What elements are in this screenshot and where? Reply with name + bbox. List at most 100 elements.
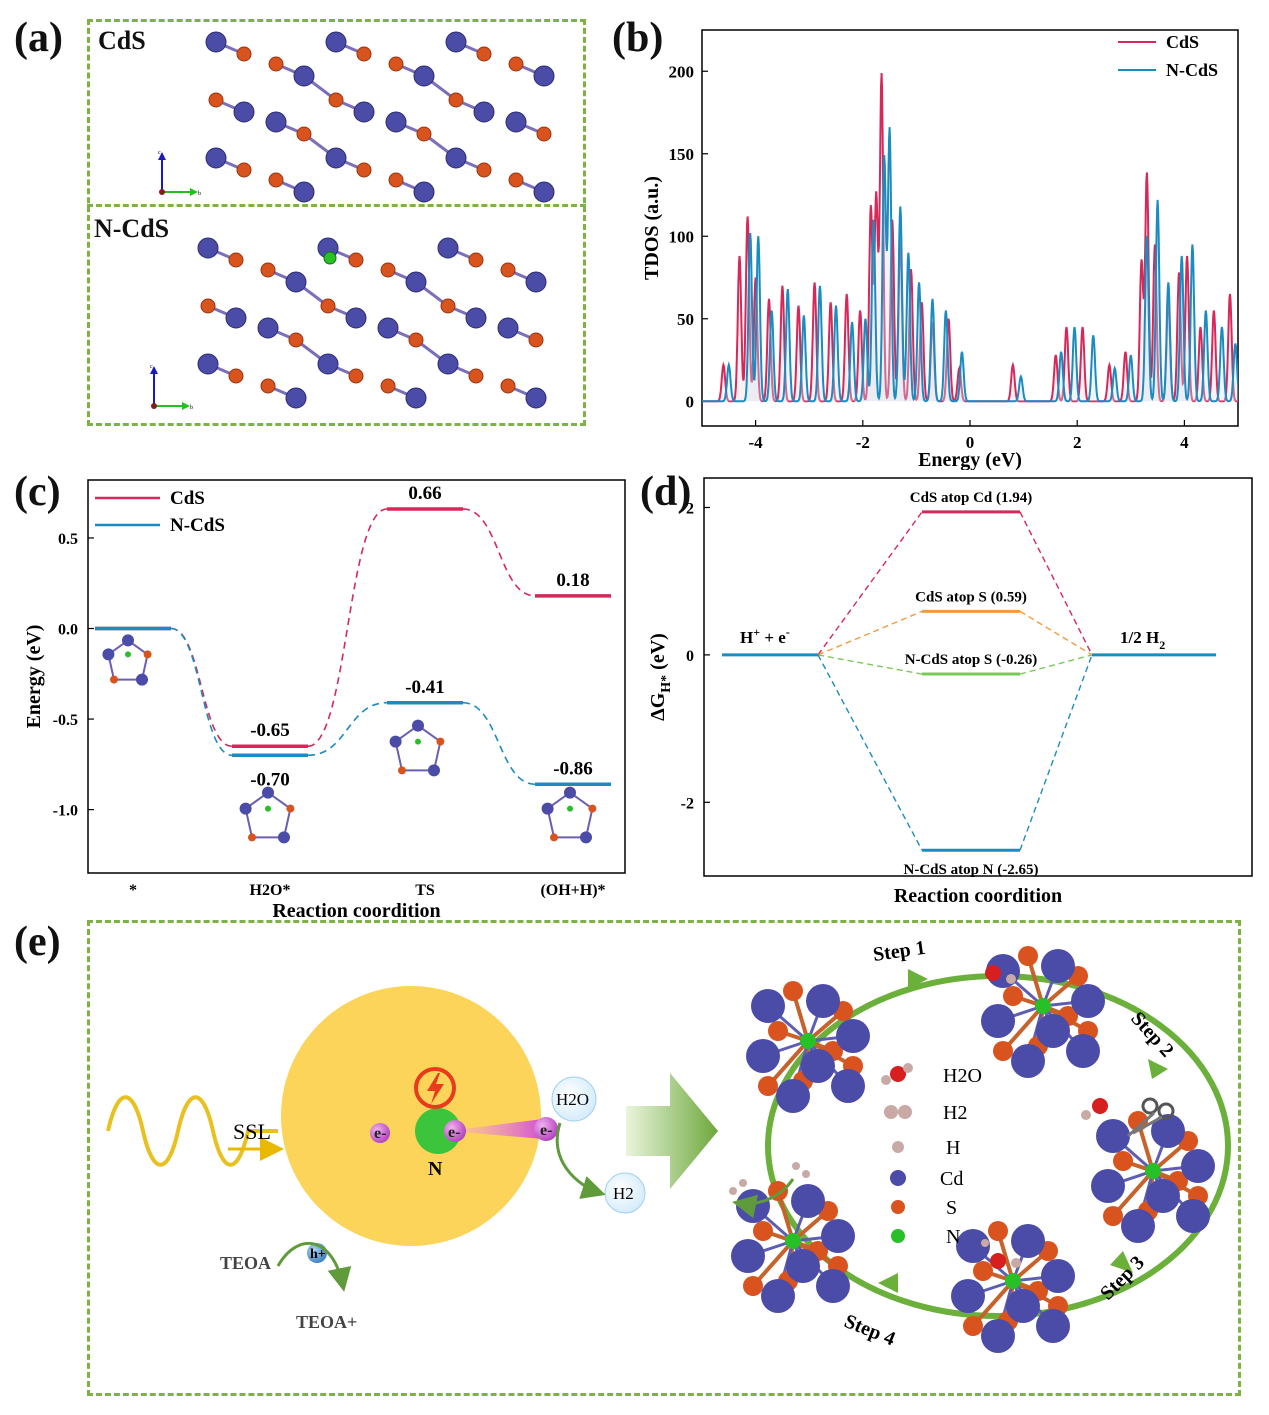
transition-arrow <box>626 1073 718 1189</box>
bond <box>751 1239 795 1288</box>
cd-atom <box>1036 1309 1070 1343</box>
s-atom <box>500 378 516 394</box>
scissors-icon <box>1127 1097 1175 1138</box>
cd-atom <box>262 786 274 799</box>
axis-b-label: b <box>198 191 201 197</box>
legend-label-CdS: CdS <box>1166 32 1199 52</box>
s-atom <box>208 92 224 108</box>
cd-atom <box>197 237 219 259</box>
cd-atom <box>353 101 375 123</box>
cd-atom <box>293 181 315 203</box>
bond <box>971 1279 1015 1328</box>
oxygen-atom <box>985 965 1001 981</box>
y-tick-label: 0.5 <box>58 531 78 548</box>
cd-atom <box>1011 1224 1045 1258</box>
y-tick-label: 0.0 <box>58 622 78 639</box>
s-atom <box>248 833 256 842</box>
dashed-connector <box>817 610 923 656</box>
connector-N-CdS <box>170 627 233 757</box>
x-category-label: TS <box>415 882 435 899</box>
legend-h2-label: H2 <box>943 1102 967 1124</box>
s-atom <box>1003 986 1023 1006</box>
s-atom <box>476 46 492 62</box>
teoa-plus-label: TEOA+ <box>296 1312 357 1332</box>
cd-atom <box>437 237 459 259</box>
s-atom <box>436 737 445 746</box>
cd-atom <box>1071 984 1105 1018</box>
axis-c-label: c <box>158 150 161 156</box>
s-atom <box>753 1221 773 1241</box>
panel-b-letter: (b) <box>612 15 664 61</box>
h-atom <box>981 1239 989 1247</box>
y-tick-label: -2 <box>681 795 694 812</box>
cd-atom <box>761 1279 795 1313</box>
s-atom <box>536 126 552 142</box>
value-label-N-CdS: -0.70 <box>250 769 290 790</box>
s-atom <box>408 332 424 348</box>
y-tick-label: -0.5 <box>53 712 78 729</box>
h2o-bubble <box>551 1076 597 1122</box>
cd-atom <box>1041 949 1075 983</box>
legend-h-label: H <box>946 1137 960 1159</box>
tdos-chart: -4 -2 0 2 4 0 50 100 150 200 Energy (eV) TDOS (a.u.… <box>641 29 1239 470</box>
tdos-series <box>702 73 1238 403</box>
legend-label-CdS: CdS <box>170 488 205 509</box>
s-atom <box>260 262 276 278</box>
connector-CdS <box>170 627 233 748</box>
s-atom <box>468 368 484 384</box>
mini-cluster <box>541 786 597 844</box>
legend-label-N-CdS: N-CdS <box>170 515 225 536</box>
mechanism-scheme: SSL e- e- e- N h+ TEOA TEOA+ H2O H2 Step… <box>106 937 1231 1353</box>
bond <box>1111 1169 1155 1218</box>
s-atom <box>1018 946 1038 966</box>
dashed-connector <box>817 654 923 851</box>
oxygen-atom <box>1092 1098 1108 1114</box>
s-atom <box>356 46 372 62</box>
x-category-label: * <box>129 882 137 899</box>
cd-atom <box>413 181 435 203</box>
panel-a-frame <box>87 19 586 426</box>
cds-particle <box>281 986 541 1246</box>
h-atom <box>1081 1110 1091 1120</box>
electron-ball-center <box>444 1120 466 1142</box>
x-category-label: (OH+H)* <box>540 882 605 899</box>
gibbs-energy-chart: 2 0 -2 ΔGH* (eV) Reaction coordition H+ + e- 1… <box>647 477 1253 907</box>
cd-atom <box>746 1039 780 1073</box>
dashed-connector <box>1019 654 1093 675</box>
cd-atom <box>1151 1114 1185 1148</box>
connector-CdS <box>462 508 536 597</box>
n-atom <box>265 805 271 812</box>
s-atom <box>236 162 252 178</box>
cycle-arrowhead-2 <box>1148 1059 1168 1079</box>
axis-indicator-bottom <box>150 366 190 410</box>
y-tick-label: 200 <box>669 62 695 81</box>
dashed-connector <box>1019 511 1093 656</box>
n-atom <box>415 738 421 745</box>
cd-atom <box>239 802 252 815</box>
series-fill-N-CdS <box>702 127 1238 402</box>
cd-atom <box>102 648 115 661</box>
h2-bubble-label: H2 <box>613 1184 634 1203</box>
electron-beam <box>448 1119 543 1139</box>
s-atom <box>268 172 284 188</box>
cd-atom <box>377 317 399 339</box>
cluster <box>951 1221 1075 1353</box>
s-atom <box>448 92 464 108</box>
cd-atom <box>736 1189 770 1223</box>
cd-atom <box>801 1049 835 1083</box>
hole-label: h+ <box>310 1247 326 1262</box>
cd-atom <box>525 271 547 293</box>
n-atom <box>125 651 131 658</box>
axis-indicator-top <box>158 152 198 196</box>
mini-cluster <box>239 786 295 844</box>
light-wave <box>106 1095 278 1167</box>
s-atom <box>528 332 544 348</box>
cd-atom <box>541 802 554 815</box>
cycle-arrowhead-1 <box>908 969 928 989</box>
s-atom <box>388 56 404 72</box>
s-atom <box>398 766 406 775</box>
n-dopant-atom <box>323 251 337 265</box>
panel-e-frame <box>87 920 1241 1396</box>
cd-atom <box>278 831 290 844</box>
legend-s-label: S <box>946 1197 957 1219</box>
